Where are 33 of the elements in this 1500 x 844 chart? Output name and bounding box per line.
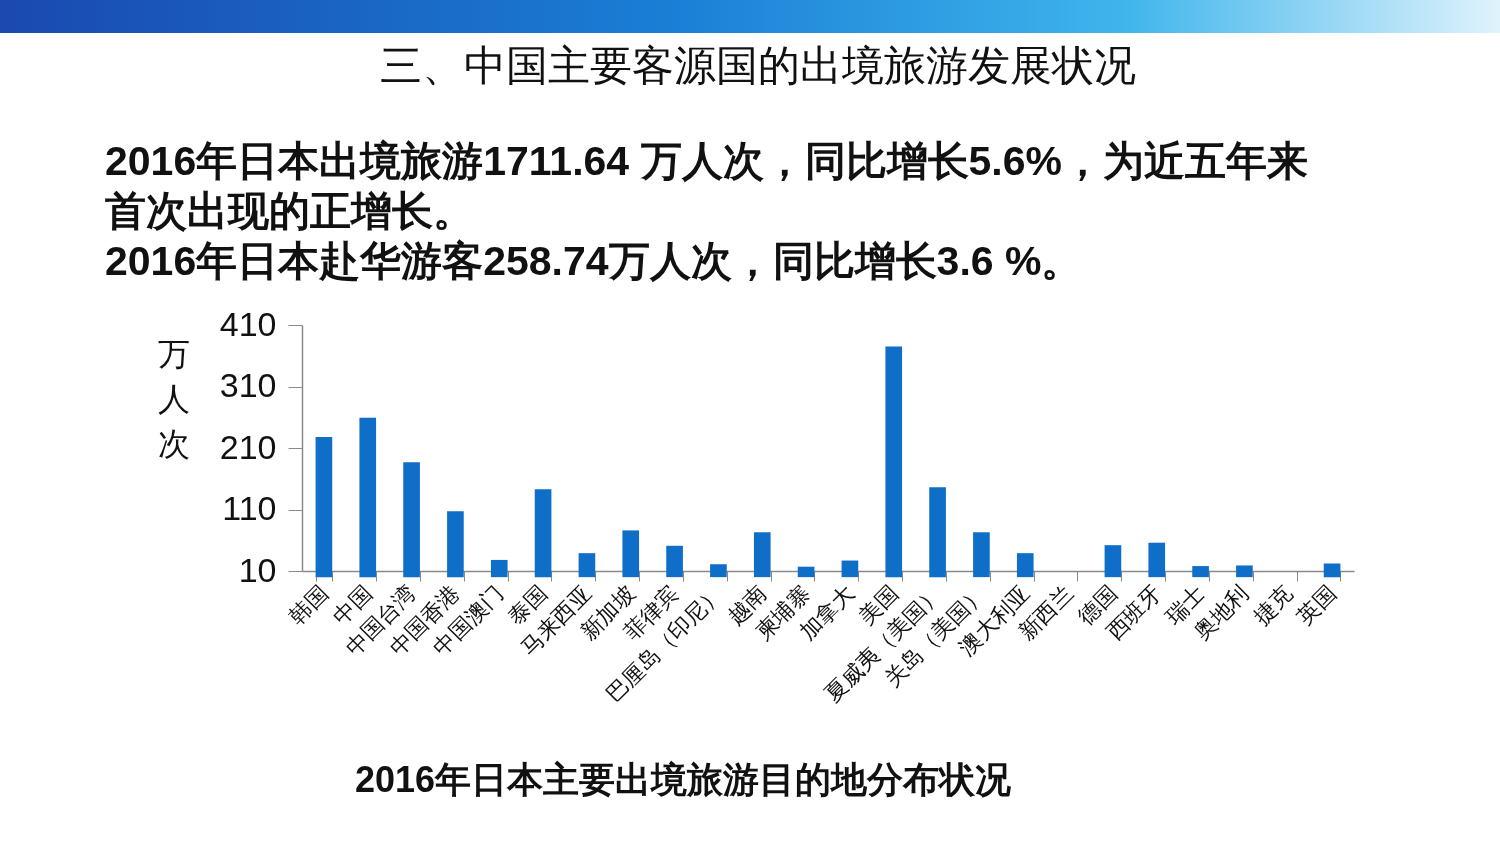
bar [797,566,815,578]
bar [885,346,903,578]
bar [315,436,333,578]
bar [1236,565,1253,578]
y-tick-label: 10 [238,550,277,589]
y-axis-title: 万人次 [157,335,190,462]
bar [841,560,859,578]
y-tick-label: 210 [219,427,277,466]
y-tick-label: 410 [219,304,277,343]
chart-title: 三、中国主要客源国的出境旅游发展状况 [379,40,1137,92]
bar [447,511,464,578]
bar [534,489,552,578]
text: 2016年日本赴华游客258.74万人次，同比增长3.6 %。 [105,237,1084,286]
x-tick-label: 韩国 [284,580,333,630]
bar [578,553,596,578]
bar [753,532,771,578]
text: 2016年日本出境旅游1711.64 万人次，同比增长5.6%，为近五年来首次出现的正增长。 [105,137,1309,236]
text: 2016年日本主要出境旅游目的地分布状况 [353,758,1013,802]
bar [710,564,727,578]
y-tick-label: 110 [222,489,277,527]
bar [622,530,640,578]
bar [973,532,990,578]
bar [1148,542,1166,578]
bar [929,487,946,578]
bar [1104,545,1122,578]
bar [359,417,377,578]
bar [490,559,508,578]
bar [1192,566,1209,578]
bar [1323,563,1341,578]
y-tick-label: 310 [219,366,277,404]
bar [1016,553,1034,578]
bar [666,545,683,578]
bar [403,462,420,578]
